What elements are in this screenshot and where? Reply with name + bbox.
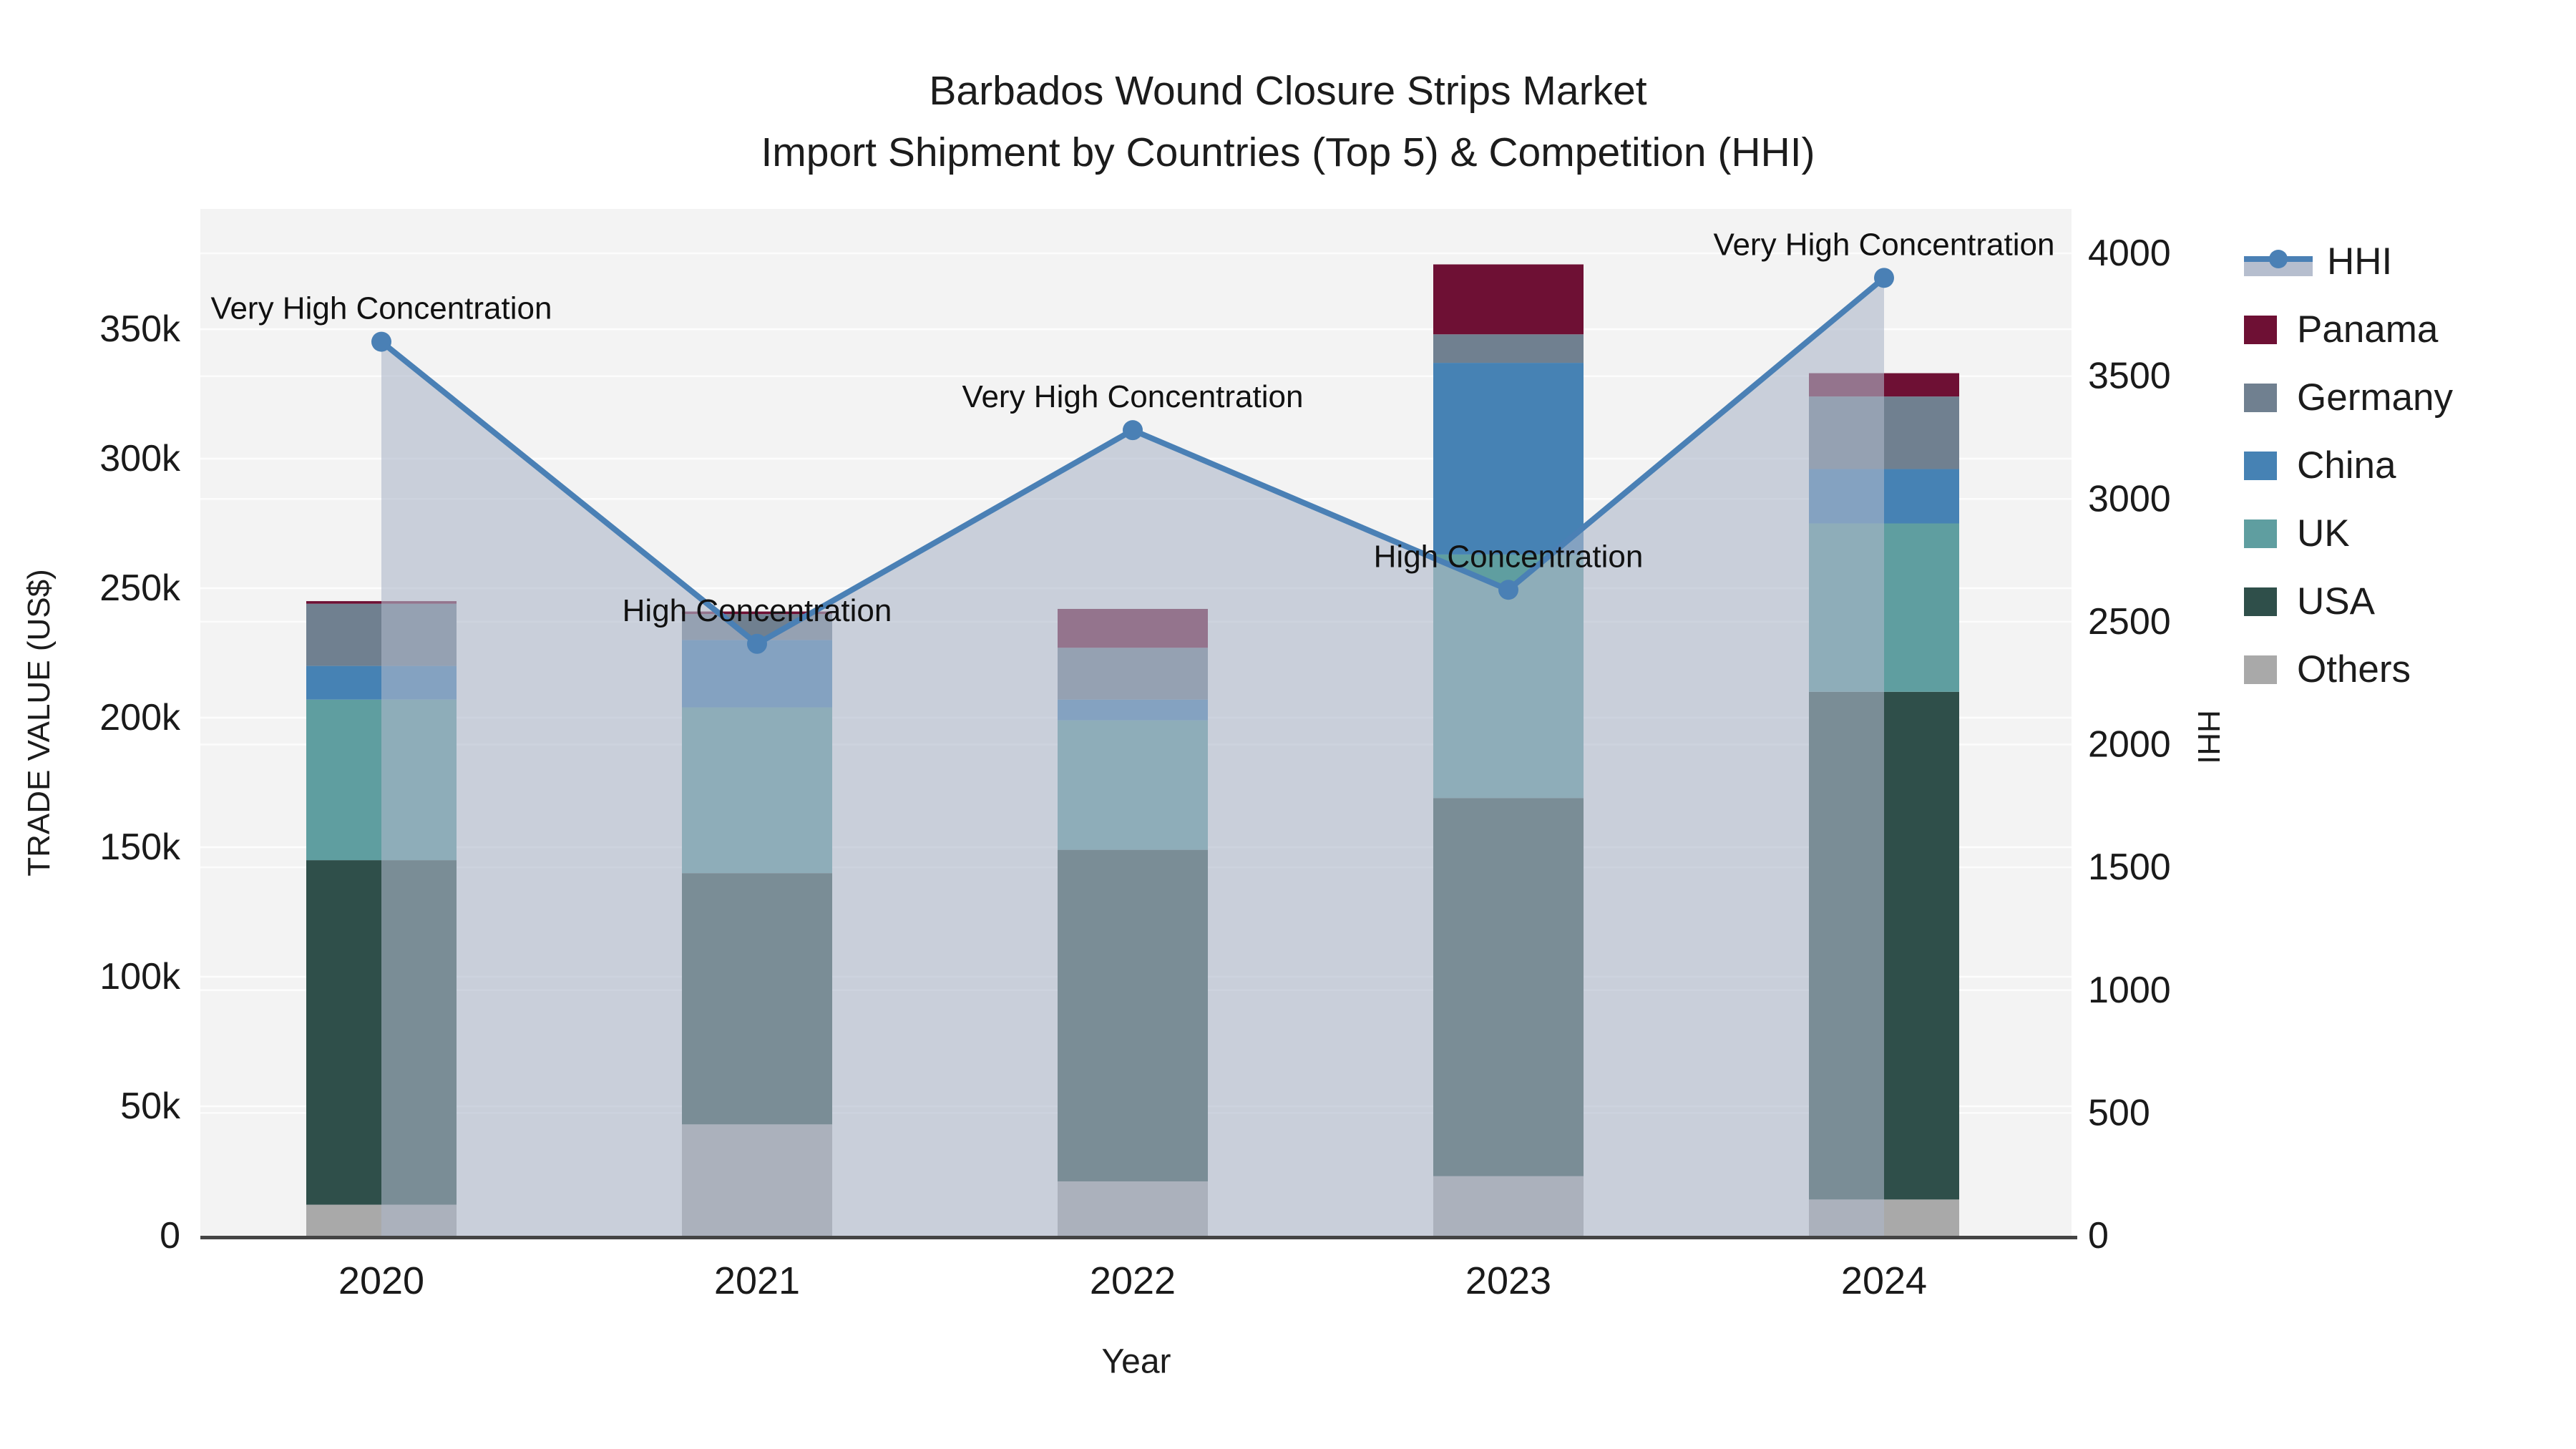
annotation-2024: Very High Concentration (1714, 227, 2055, 262)
legend-label: Others (2297, 648, 2411, 691)
left-tick-label: 100k (99, 956, 181, 997)
bar-segment-panama-2023[interactable] (1433, 264, 1584, 335)
x-tick-label-2022: 2022 (1090, 1259, 1176, 1302)
left-tick-label: 250k (99, 567, 181, 609)
legend-item-panama[interactable]: Panama (2244, 296, 2453, 364)
bar-segment-panama-2021[interactable] (682, 611, 832, 615)
legend-label: USA (2297, 580, 2375, 623)
x-tick-label-2024: 2024 (1841, 1259, 1927, 1302)
left-tick-label: 150k (99, 826, 181, 868)
bar-segment-china-2023[interactable] (1433, 363, 1584, 555)
hhi-line-swatch-icon (2244, 246, 2313, 278)
right-tick-label: 2500 (2088, 601, 2171, 643)
right-tick-label: 3000 (2088, 478, 2171, 519)
x-tick-label-2020: 2020 (338, 1259, 424, 1302)
hhi-marker-2023[interactable] (1498, 580, 1518, 600)
left-tick-label: 300k (99, 438, 181, 479)
legend-item-china[interactable]: China (2244, 431, 2453, 499)
legend-item-uk[interactable]: UK (2244, 499, 2453, 567)
hhi-marker-2024[interactable] (1874, 268, 1894, 288)
legend-item-usa[interactable]: USA (2244, 567, 2453, 635)
right-axis-title: HHI (2191, 710, 2226, 764)
left-tick-label: 50k (120, 1085, 181, 1127)
legend-item-germany[interactable]: Germany (2244, 364, 2453, 431)
legend-swatch-icon (2244, 587, 2277, 616)
legend-label: China (2297, 444, 2396, 487)
right-tick-label: 0 (2088, 1215, 2109, 1257)
left-tick-label: 200k (99, 697, 181, 738)
legend: HHI Panama Germany China UK USA Others (2244, 228, 2453, 703)
annotation-2023: High Concentration (1374, 539, 1644, 574)
right-tick-label: 3500 (2088, 356, 2171, 397)
chart-title-line1: Barbados Wound Closure Strips Market (929, 68, 1647, 114)
hhi-marker-2020[interactable] (371, 331, 391, 352)
legend-item-hhi[interactable]: HHI (2244, 228, 2453, 296)
chart-title: Barbados Wound Closure Strips Market Imp… (0, 60, 2576, 183)
annotation-2020: Very High Concentration (211, 291, 552, 326)
left-axis-title: TRADE VALUE (US$) (21, 569, 57, 877)
legend-label: HHI (2327, 240, 2393, 283)
x-tick-label-2021: 2021 (714, 1259, 800, 1302)
legend-swatch-icon (2244, 315, 2277, 344)
right-tick-label: 500 (2088, 1092, 2150, 1133)
bottom-axis-title: Year (1101, 1342, 1171, 1381)
legend-swatch-icon (2244, 451, 2277, 480)
chart-title-line2: Import Shipment by Countries (Top 5) & C… (761, 130, 1815, 175)
right-tick-label: 1500 (2088, 847, 2171, 888)
left-tick-label: 0 (160, 1215, 180, 1257)
right-tick-label: 2000 (2088, 724, 2171, 766)
annotation-2022: Very High Concentration (962, 379, 1304, 414)
legend-swatch-icon (2244, 519, 2277, 548)
annotation-2021: High Concentration (623, 593, 892, 628)
x-tick-label-2023: 2023 (1465, 1259, 1551, 1302)
hhi-marker-2022[interactable] (1123, 420, 1143, 441)
legend-label: Germany (2297, 376, 2453, 419)
legend-label: Panama (2297, 308, 2439, 351)
bar-segment-germany-2023[interactable] (1433, 334, 1584, 364)
legend-swatch-icon (2244, 383, 2277, 412)
legend-item-others[interactable]: Others (2244, 635, 2453, 703)
hhi-area (381, 278, 1884, 1236)
legend-swatch-icon (2244, 655, 2277, 684)
hhi-marker-2021[interactable] (747, 633, 767, 654)
right-tick-label: 4000 (2088, 233, 2171, 274)
legend-label: UK (2297, 512, 2350, 555)
right-tick-label: 1000 (2088, 970, 2171, 1011)
left-tick-label: 350k (99, 308, 181, 350)
